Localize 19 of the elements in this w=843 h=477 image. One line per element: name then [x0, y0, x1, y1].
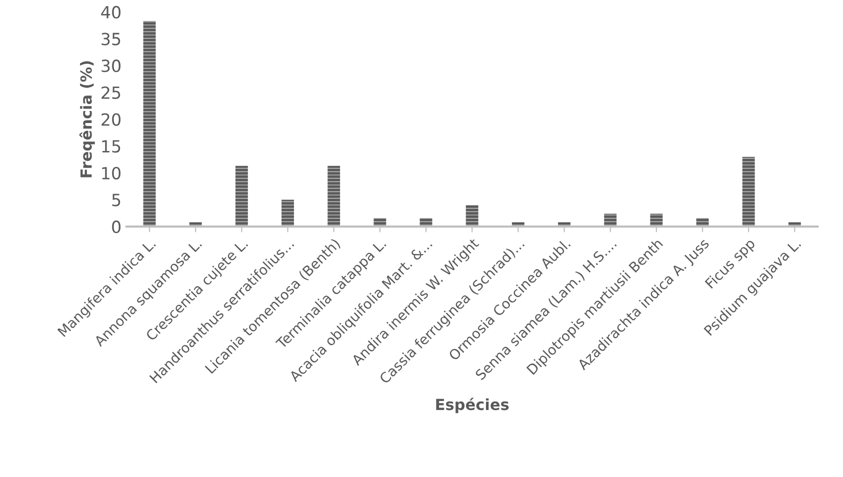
y-tick-label: 15: [102, 140, 120, 153]
bar: [328, 166, 340, 227]
y-tick-label: 5: [112, 194, 120, 206]
bar: [466, 205, 478, 227]
y-tick-label: 0: [112, 220, 120, 234]
y-tick-label: 35: [102, 32, 120, 46]
y-tick-label: 30: [102, 60, 120, 72]
x-axis-title: Espécies: [436, 398, 509, 414]
bar: [282, 200, 294, 227]
bar: [143, 21, 156, 227]
y-tick-label: 20: [102, 113, 120, 126]
y-tick-label: 25: [102, 86, 120, 99]
y-axis-title: Freqência (%): [79, 61, 95, 178]
y-tick-label: 10: [102, 166, 120, 180]
bar: [604, 214, 617, 227]
bar: [742, 156, 755, 227]
bar: [650, 214, 663, 227]
bar: [235, 166, 248, 227]
y-tick-label: 40: [101, 6, 120, 18]
